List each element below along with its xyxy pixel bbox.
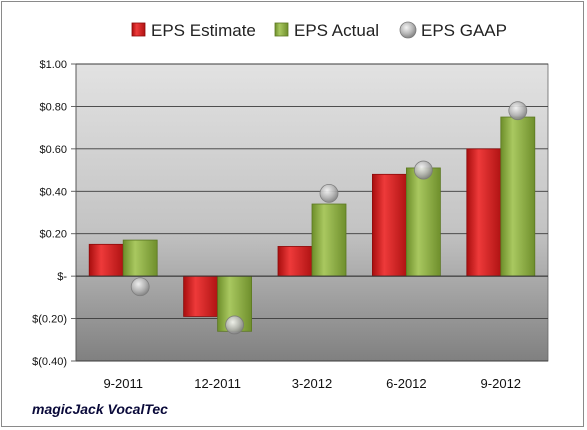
company-name: magicJack VocalTec: [32, 401, 168, 417]
bar-eps-actual: [122, 239, 158, 277]
legend: EPS Estimate EPS Actual EPS GAAP: [131, 21, 507, 40]
bar-eps-actual: [500, 116, 536, 277]
x-tick-label: 9-2011: [103, 376, 143, 391]
marker-eps-gaap: [413, 160, 433, 180]
bar-eps-estimate: [277, 246, 313, 277]
legend-swatch-gaap: [399, 21, 417, 39]
x-tick-label: 9-2012: [481, 376, 521, 391]
legend-label: EPS Actual: [294, 21, 379, 40]
y-tick-label: $-: [57, 271, 67, 283]
y-tick-label: $0.20: [39, 229, 67, 241]
marker-eps-gaap: [508, 101, 528, 121]
marker-eps-gaap: [130, 277, 150, 297]
bar-eps-estimate: [371, 173, 407, 277]
x-tick-label: 3-2012: [292, 376, 332, 391]
bar-eps-actual: [311, 203, 347, 277]
marker-eps-gaap: [319, 184, 339, 203]
x-tick-label: 6-2012: [386, 376, 426, 391]
legend-swatch-actual: [274, 22, 289, 37]
y-tick-label: $1.00: [39, 59, 67, 71]
y-tick-label: $0.40: [39, 186, 67, 198]
marker-eps-gaap: [225, 315, 245, 335]
plot-area: $1.00 $0.80 $0.60 $0.40 $0.20 $- $(0.20) $(0.40…: [32, 59, 549, 391]
y-tick-label: $(0.20): [32, 314, 67, 326]
bar-eps-estimate: [466, 148, 502, 277]
bar-eps-actual: [405, 167, 441, 277]
legend-label: EPS Estimate: [151, 21, 256, 40]
y-tick-label: $0.80: [39, 101, 67, 113]
bar-eps-estimate: [183, 275, 219, 317]
y-tick-label: $0.60: [39, 144, 67, 156]
legend-swatch-estimate: [131, 22, 146, 37]
x-tick-label: 12-2011: [194, 376, 241, 391]
legend-label: EPS GAAP: [421, 21, 507, 40]
y-tick-label: $(0.40): [32, 356, 67, 368]
bar-eps-estimate: [88, 243, 124, 277]
